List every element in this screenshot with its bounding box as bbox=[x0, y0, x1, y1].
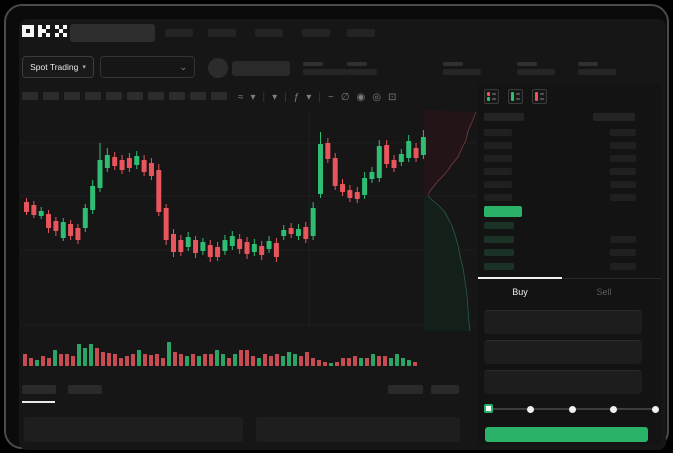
stat-value-placeholder bbox=[347, 69, 377, 75]
ask-price-placeholder bbox=[484, 155, 512, 162]
asks-book-icon[interactable] bbox=[532, 89, 547, 104]
pair-select-dropdown[interactable]: ⌄ bbox=[100, 56, 195, 78]
nav-item-placeholder[interactable] bbox=[347, 29, 375, 37]
ask-price-placeholder bbox=[484, 142, 512, 149]
ask-price-placeholder bbox=[484, 168, 512, 175]
bottom-tab-placeholder[interactable] bbox=[431, 385, 459, 394]
active-tab-indicator bbox=[478, 277, 562, 279]
stat-label-placeholder bbox=[347, 62, 367, 66]
ask-amount-placeholder bbox=[610, 129, 636, 136]
ask-amount-placeholder bbox=[610, 181, 636, 188]
bid-price-placeholder bbox=[484, 222, 514, 229]
stat-label-placeholder bbox=[443, 62, 463, 66]
overlay-chevron-icon[interactable]: ▾ bbox=[272, 91, 278, 103]
interval-placeholder[interactable] bbox=[43, 92, 59, 100]
trade-tabs-divider bbox=[478, 278, 661, 279]
interval-placeholder[interactable] bbox=[85, 92, 101, 100]
chevron-down-icon: ⌄ bbox=[179, 61, 187, 72]
chevron-down-icon[interactable]: ▾ bbox=[250, 91, 256, 103]
nav-item-placeholder[interactable] bbox=[208, 29, 236, 37]
bid-amount-placeholder bbox=[610, 235, 636, 243]
slider-stop-dot[interactable] bbox=[527, 405, 534, 413]
ask-price-placeholder bbox=[484, 181, 512, 188]
nav-item-placeholder[interactable] bbox=[302, 29, 330, 37]
bids-book-icon[interactable] bbox=[508, 89, 523, 104]
stat-label-placeholder bbox=[303, 62, 323, 66]
coin-avatar bbox=[208, 58, 228, 78]
fullscreen-icon[interactable]: ⊡ bbox=[388, 91, 397, 103]
chart-tools: ≈ ▾ | ▾ | ƒ ▾ | ~ ∅ ◉ ◎ ⊡ bbox=[238, 90, 396, 104]
chevron-down-icon: ▾ bbox=[82, 64, 86, 71]
settings-icon[interactable]: ◎ bbox=[372, 91, 382, 103]
ask-amount-placeholder bbox=[610, 155, 636, 162]
interval-placeholder[interactable] bbox=[22, 92, 38, 100]
bid-amount-placeholder bbox=[610, 249, 636, 256]
ask-price-placeholder bbox=[484, 194, 512, 201]
ask-amount-placeholder bbox=[610, 194, 636, 201]
slider-stop-dot[interactable] bbox=[610, 405, 617, 413]
tab-sell[interactable]: Sell bbox=[596, 287, 612, 297]
order-input-placeholder[interactable] bbox=[484, 370, 642, 394]
interval-placeholder[interactable] bbox=[211, 92, 227, 100]
bottom-active-tab-underline bbox=[22, 401, 55, 403]
order-input-placeholder[interactable] bbox=[484, 340, 642, 364]
bottom-tab-placeholder[interactable] bbox=[388, 385, 423, 394]
chevron-down-icon[interactable]: ▾ bbox=[306, 91, 312, 103]
buy-submit-button[interactable] bbox=[485, 427, 648, 442]
stat-value-placeholder bbox=[578, 69, 616, 75]
slider-stop-dot[interactable] bbox=[651, 405, 659, 413]
ask-amount-placeholder bbox=[610, 142, 636, 149]
last-price-badge bbox=[484, 206, 522, 217]
orderbook-view-toggles bbox=[484, 89, 547, 104]
indicator-icon[interactable]: ƒ bbox=[293, 91, 300, 103]
stat-value-placeholder bbox=[443, 69, 481, 75]
divider: | bbox=[262, 91, 266, 103]
interval-placeholder[interactable] bbox=[64, 92, 80, 100]
nav-item-placeholder[interactable] bbox=[165, 29, 193, 37]
market-type-label: Spot Trading bbox=[30, 62, 79, 72]
stat-label-placeholder bbox=[578, 62, 598, 66]
interval-placeholder[interactable] bbox=[148, 92, 164, 100]
ask-price-placeholder bbox=[484, 129, 512, 136]
draw-tool-icon[interactable]: ∅ bbox=[340, 91, 350, 103]
bid-price-placeholder bbox=[484, 235, 514, 243]
trendline-icon[interactable]: ~ bbox=[327, 91, 334, 103]
pair-name-placeholder bbox=[232, 61, 290, 76]
camera-icon[interactable]: ◉ bbox=[356, 91, 366, 103]
nav-title-placeholder bbox=[70, 24, 155, 42]
combined-book-icon[interactable] bbox=[484, 89, 499, 104]
nav-item-placeholder[interactable] bbox=[255, 29, 283, 37]
stat-value-placeholder bbox=[303, 69, 347, 75]
ask-amount-placeholder bbox=[610, 168, 636, 175]
bottom-panel-placeholder bbox=[256, 417, 460, 442]
tab-buy[interactable]: Buy bbox=[512, 287, 528, 297]
slider-stop-dot[interactable] bbox=[568, 405, 576, 413]
divider: | bbox=[318, 91, 321, 103]
bottom-tab-placeholder[interactable] bbox=[68, 385, 102, 394]
okx-logo bbox=[22, 25, 68, 43]
bottom-panel-placeholder bbox=[24, 417, 243, 442]
market-type-selector[interactable]: Spot Trading ▾ bbox=[22, 56, 94, 78]
orderbook-header-right bbox=[593, 113, 635, 121]
interval-placeholder[interactable] bbox=[106, 92, 122, 100]
slider-handle[interactable] bbox=[484, 404, 493, 413]
interval-placeholder[interactable] bbox=[169, 92, 185, 100]
stat-value-placeholder bbox=[517, 69, 555, 75]
bid-price-placeholder bbox=[484, 249, 514, 256]
stat-label-placeholder bbox=[517, 62, 537, 66]
interval-placeholder[interactable] bbox=[190, 92, 206, 100]
divider: | bbox=[284, 91, 287, 103]
order-input-placeholder[interactable] bbox=[484, 310, 642, 334]
interval-placeholder[interactable] bbox=[127, 92, 143, 100]
bid-amount-placeholder bbox=[610, 262, 636, 270]
bid-price-placeholder bbox=[484, 262, 514, 270]
chart-type-icon[interactable]: ≈ bbox=[238, 91, 244, 103]
bottom-tab-placeholder[interactable] bbox=[22, 385, 56, 394]
orderbook-header-left bbox=[484, 113, 524, 121]
